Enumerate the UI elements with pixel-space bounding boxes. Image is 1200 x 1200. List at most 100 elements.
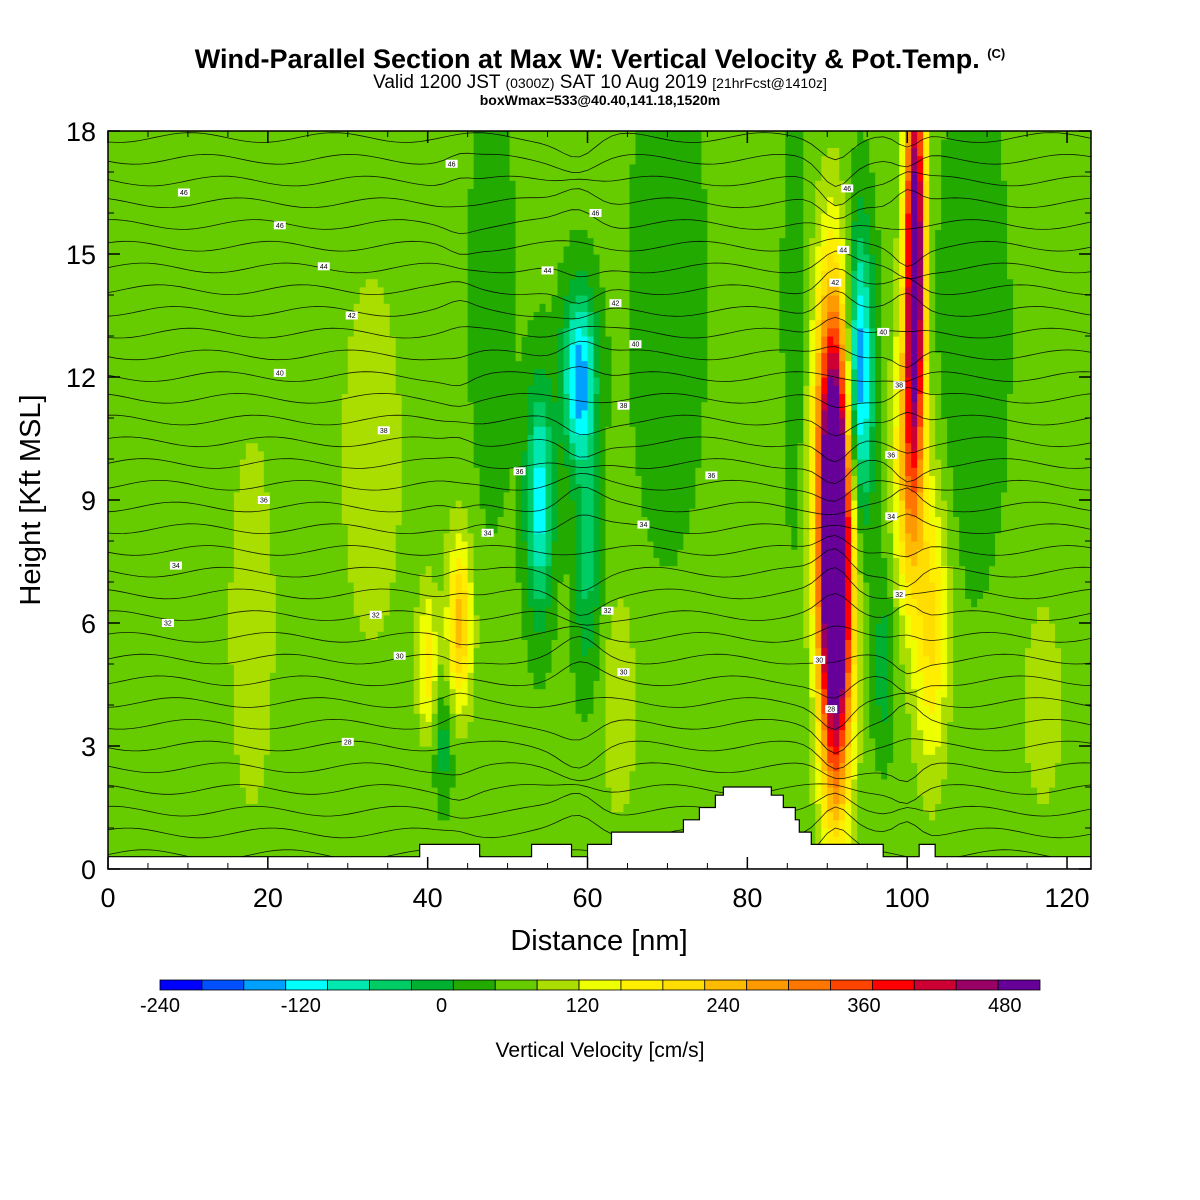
w-cell	[785, 147, 804, 157]
w-cell	[545, 450, 553, 460]
w-cell	[893, 688, 906, 698]
colorbar-swatch	[620, 979, 664, 991]
w-cell	[917, 770, 948, 780]
w-cell	[845, 664, 852, 673]
w-cell	[821, 278, 828, 288]
w-cell	[857, 131, 864, 140]
w-cell	[593, 705, 607, 714]
w-cell	[929, 483, 936, 493]
w-cell	[881, 426, 888, 435]
w-cell	[581, 623, 595, 632]
w-cell	[233, 680, 271, 690]
w-cell	[233, 516, 271, 526]
w-cell	[605, 541, 655, 550]
w-cell	[1061, 647, 1091, 657]
w-cell	[947, 721, 1026, 731]
w-cell	[851, 705, 858, 714]
w-cell	[431, 623, 445, 632]
w-cell	[467, 573, 475, 583]
w-cell	[233, 524, 271, 534]
w-cell	[803, 139, 858, 148]
w-cell	[845, 426, 852, 435]
w-cell	[887, 614, 894, 624]
w-cell	[929, 557, 936, 567]
w-cell	[239, 762, 265, 772]
w-cell	[929, 155, 942, 165]
w-cell	[593, 377, 601, 386]
w-cell	[827, 377, 834, 386]
w-cell	[905, 475, 912, 485]
w-cell	[455, 532, 463, 542]
w-cell	[875, 754, 894, 763]
w-cell	[953, 565, 966, 575]
x-tick-label: 120	[1044, 883, 1089, 913]
w-cell	[557, 327, 565, 337]
w-cell	[935, 409, 942, 419]
w-cell	[821, 311, 828, 321]
contour-label-text: 44	[839, 247, 847, 254]
w-cell	[593, 450, 601, 460]
w-cell	[845, 524, 852, 534]
w-cell	[443, 565, 451, 575]
w-cell	[467, 655, 475, 665]
colorbar-swatch	[536, 979, 580, 991]
w-cell	[935, 647, 942, 657]
w-cell	[437, 795, 451, 804]
x-tick-label: 20	[253, 883, 283, 913]
w-cell	[845, 582, 852, 591]
w-cell	[899, 401, 906, 411]
w-cell	[443, 631, 451, 640]
w-cell	[527, 508, 535, 517]
w-cell	[461, 705, 475, 714]
w-cell	[917, 647, 924, 657]
w-cell	[953, 475, 1008, 485]
w-cell	[899, 147, 906, 157]
contour-label-text: 46	[592, 211, 600, 218]
w-cell	[473, 606, 523, 616]
w-cell	[809, 459, 816, 468]
w-cell	[899, 311, 906, 321]
w-cell	[431, 762, 439, 772]
w-cell	[551, 393, 559, 403]
w-cell	[515, 286, 559, 296]
w-cell	[108, 639, 229, 649]
w-cell	[905, 459, 912, 468]
contour-label: 36	[257, 496, 270, 505]
w-cell	[419, 696, 433, 706]
w-cell	[605, 680, 637, 690]
w-cell	[941, 467, 954, 476]
w-cell	[839, 819, 846, 829]
w-cell	[551, 565, 577, 575]
w-cell	[905, 286, 912, 296]
w-cell	[845, 508, 852, 517]
w-cell	[941, 729, 948, 739]
w-cell	[887, 655, 894, 665]
w-cell	[815, 713, 822, 722]
w-cell	[869, 705, 882, 714]
w-cell	[809, 787, 816, 796]
w-cell	[575, 582, 583, 591]
w-cell	[923, 319, 930, 329]
w-cell	[821, 828, 828, 837]
w-cell	[851, 311, 858, 321]
w-cell	[875, 442, 882, 452]
contour-label: 30	[813, 655, 826, 664]
w-cell	[395, 524, 451, 534]
w-cell	[815, 368, 822, 378]
w-cell	[893, 541, 900, 550]
w-cell	[239, 754, 265, 763]
w-cell	[1013, 319, 1091, 329]
contour-label-text: 46	[276, 223, 284, 230]
w-cell	[917, 229, 924, 239]
w-cell	[551, 426, 565, 435]
w-cell	[887, 713, 894, 722]
w-cell	[707, 327, 780, 337]
w-cell	[863, 508, 870, 517]
contour-label-text: 32	[895, 592, 903, 599]
w-cell	[869, 450, 876, 460]
w-cell	[827, 737, 834, 747]
w-cell	[635, 139, 702, 148]
w-cell	[815, 631, 822, 640]
w-cell	[863, 541, 882, 550]
w-cell	[815, 180, 846, 189]
